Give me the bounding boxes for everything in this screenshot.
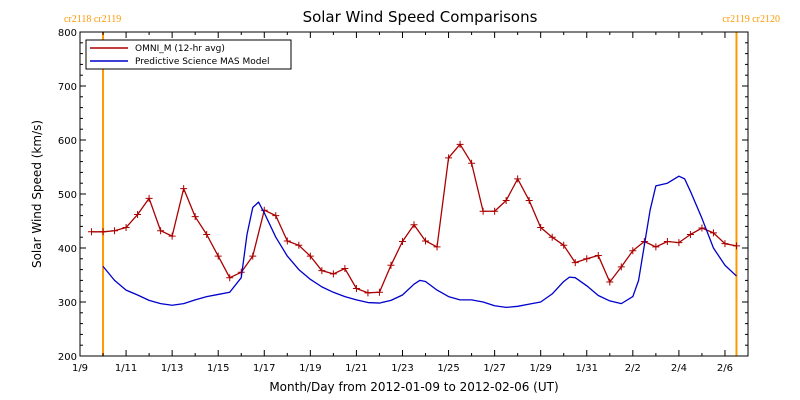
omni-data-point — [732, 242, 740, 250]
y-tick-label: 500 — [58, 190, 77, 201]
legend-box — [85, 39, 292, 70]
y-axis-label: Solar Wind Speed (km/s) — [30, 120, 44, 268]
omni-data-point — [686, 231, 694, 238]
legend-mas-label: Predictive Science MAS Model — [135, 57, 270, 67]
omni-data-point — [663, 238, 671, 246]
omni-data-point — [295, 241, 303, 249]
plot-area — [88, 32, 740, 356]
y-tick-label: 800 — [58, 28, 77, 39]
omni-data-point — [341, 265, 349, 273]
omni-data-point — [617, 263, 625, 271]
omni-data-point — [709, 229, 717, 237]
x-tick-label: 1/9 — [72, 363, 88, 374]
omni-data-point — [583, 255, 591, 263]
omni-data-point — [502, 196, 510, 204]
omni-data-point — [560, 241, 568, 249]
omni-data-point — [571, 259, 579, 267]
axis-ticks: 200 300 400 500 600 700 800 1/9 1/11 1/13 1/15 1/17… — [58, 28, 748, 374]
omni-data-point — [629, 247, 637, 255]
x-tick-label: 1/17 — [253, 363, 275, 374]
omni-data-point — [283, 237, 291, 245]
x-tick-label: 1/19 — [299, 363, 321, 374]
omni-data-point — [168, 232, 176, 240]
omni-data-point — [410, 221, 418, 229]
omni-data-point — [548, 233, 556, 241]
carrington-label-right: cr2119 cr2120 — [722, 14, 780, 25]
omni-data-point — [180, 185, 188, 193]
omni-data-point — [318, 267, 326, 275]
omni-data-point — [272, 212, 280, 220]
x-tick-label: 2/6 — [717, 363, 733, 374]
omni-data-point — [375, 288, 383, 296]
legend: OMNI_M (12-hr avg) Predictive Science MA… — [85, 39, 292, 70]
omni-data-point — [606, 278, 614, 286]
omni-data-point — [594, 252, 602, 260]
omni-data-point — [525, 196, 533, 204]
x-tick-label: 2/2 — [625, 363, 641, 374]
omni-data-point — [675, 239, 683, 247]
omni-data-point — [491, 207, 499, 215]
x-tick-label: 1/25 — [437, 363, 459, 374]
y-tick-label: 200 — [58, 352, 77, 363]
mas-model-series-line — [102, 175, 737, 309]
omni-data-point — [157, 227, 165, 235]
omni-data-point — [433, 243, 441, 251]
carrington-label-left: cr2118 cr2119 — [64, 14, 121, 25]
omni-data-point — [88, 228, 96, 236]
x-tick-label: 1/29 — [529, 363, 551, 374]
omni-data-point — [203, 231, 211, 238]
omni-data-point — [145, 194, 153, 202]
chart-title: Solar Wind Speed Comparisons — [303, 8, 538, 26]
omni-data-point — [456, 140, 464, 148]
omni-data-point — [514, 175, 522, 183]
omni-data-point — [468, 159, 476, 167]
omni-data-point — [122, 223, 130, 231]
omni-data-point — [111, 227, 119, 235]
x-tick-label: 1/11 — [115, 363, 137, 374]
legend-omni-label: OMNI_M (12-hr avg) — [135, 44, 225, 54]
x-tick-label: 1/23 — [391, 363, 413, 374]
omni-data-point — [306, 252, 314, 260]
y-tick-label: 300 — [58, 298, 77, 309]
y-tick-label: 700 — [58, 82, 77, 93]
omni-data-point — [698, 224, 706, 232]
omni-data-point — [134, 211, 142, 219]
omni-data-point — [537, 223, 545, 231]
omni-data-point — [226, 274, 234, 282]
omni-data-point — [99, 228, 107, 236]
omni-data-point — [329, 270, 337, 278]
omni-data-point — [479, 207, 487, 215]
x-tick-label: 1/21 — [345, 363, 367, 374]
omni-data-point — [191, 213, 199, 221]
omni-data-point — [249, 252, 257, 260]
omni-data-point — [445, 154, 453, 162]
y-tick-label: 400 — [58, 244, 77, 255]
omni-data-point — [352, 285, 360, 292]
x-tick-label: 1/31 — [576, 363, 598, 374]
omni-data-point — [652, 243, 660, 251]
omni-data-point — [214, 252, 222, 260]
omni-data-point — [364, 289, 372, 297]
x-tick-label: 1/27 — [483, 363, 505, 374]
omni-data-point — [721, 240, 729, 248]
x-tick-label: 1/13 — [161, 363, 183, 374]
x-axis-label: Month/Day from 2012-01-09 to 2012-02-06 … — [269, 380, 558, 394]
omni-data-point — [422, 237, 430, 245]
omni-data-point — [387, 261, 395, 269]
x-tick-label: 1/15 — [207, 363, 229, 374]
y-tick-label: 600 — [58, 136, 77, 147]
omni-data-point — [398, 238, 406, 246]
x-tick-label: 2/4 — [671, 363, 687, 374]
